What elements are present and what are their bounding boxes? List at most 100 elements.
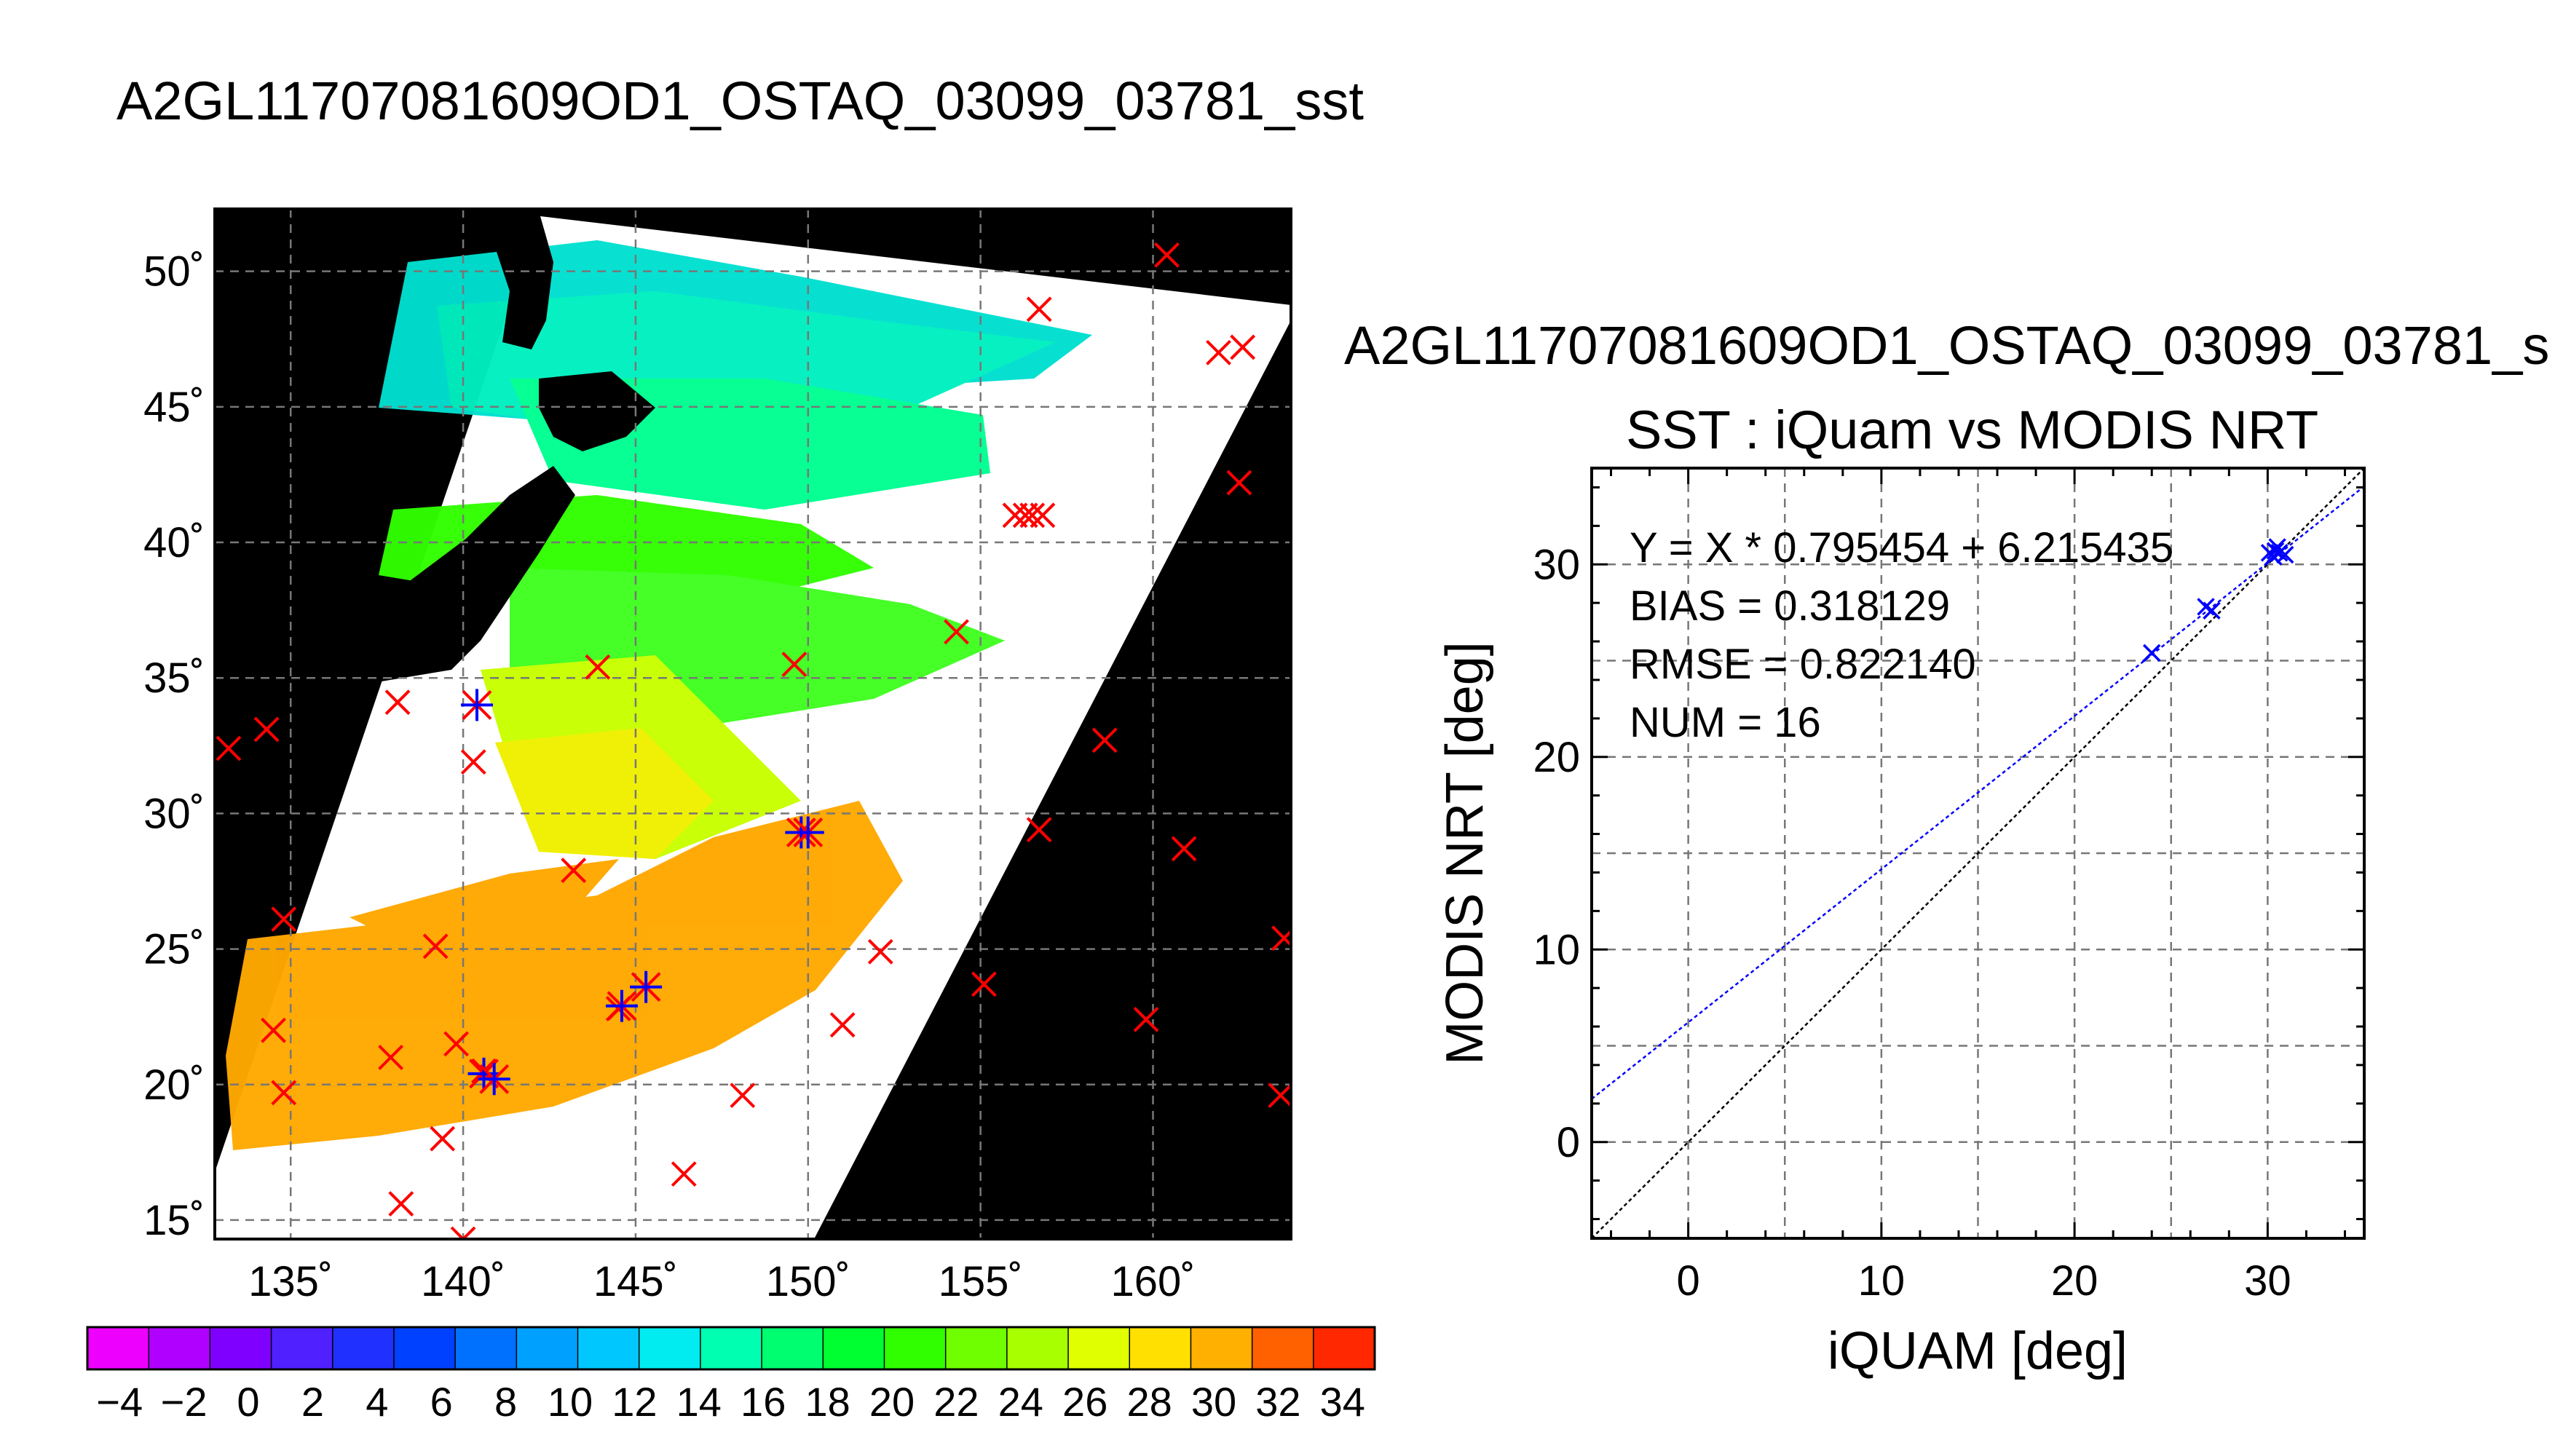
kyushu-land <box>309 648 350 699</box>
regression-line <box>1592 485 2364 1100</box>
map-red-marker <box>1133 1006 1159 1032</box>
map-red-marker <box>384 689 411 716</box>
colorbar-tick-label: 12 <box>612 1379 657 1425</box>
scatter-y-axis-label: MODIS NRT [deg] <box>1436 641 1494 1065</box>
map-red-marker <box>1268 1083 1291 1109</box>
map-red-marker <box>1230 334 1256 360</box>
colorbar-tick-label: 0 <box>237 1379 259 1425</box>
map-lon-tick-labels: 135˚ 140˚ 145˚ 150˚ 155˚ 160˚ <box>248 1258 1195 1305</box>
map-red-marker <box>1206 339 1231 365</box>
sst-field <box>226 240 1092 1150</box>
map-lat-tick-label: 20˚ <box>143 1061 205 1109</box>
map-red-marker <box>388 1191 414 1217</box>
colorbar-cell <box>455 1327 517 1369</box>
scatter-point <box>2203 601 2221 620</box>
sst-field-warm-north <box>350 859 619 946</box>
map-blue-matchups <box>461 689 824 1096</box>
sst-field-yellow <box>495 728 714 859</box>
colorbar-tick-label: 16 <box>741 1379 786 1425</box>
map-blue-marker <box>630 970 663 1003</box>
colorbar-cell <box>884 1327 947 1369</box>
map-red-marker <box>271 1080 297 1106</box>
colorbar-tick-label: 26 <box>1062 1379 1107 1425</box>
map-red-marker <box>216 735 242 761</box>
scatter-point <box>2270 544 2289 562</box>
map-lat-tick-label: 40˚ <box>143 519 205 566</box>
stats-equation: Y = X * 0.795454 + 6.215435 <box>1630 524 2173 571</box>
map-lat-tick-label: 50˚ <box>143 248 205 296</box>
colorbar-cell <box>639 1327 701 1369</box>
map-red-marker <box>1019 502 1046 529</box>
colorbar-tick-label: −2 <box>161 1379 208 1425</box>
map-lat-tick-labels: 15˚ 20˚ 25˚ 30˚ 35˚ 40˚ 45˚ 50˚ <box>143 248 205 1244</box>
map-lat-tick-label: 30˚ <box>143 790 205 837</box>
map-red-marker <box>1226 470 1252 496</box>
colorbar-cell <box>945 1327 1008 1369</box>
colorbar-tick-label: 28 <box>1126 1379 1172 1425</box>
map-red-marker <box>944 619 969 645</box>
colorbar-cell <box>149 1327 210 1369</box>
scatter-point <box>2268 538 2286 556</box>
map-lat-tick-label: 25˚ <box>143 926 205 973</box>
colorbar-cell <box>271 1327 333 1369</box>
colorbar-cell <box>393 1327 456 1369</box>
scatter-x-tick-labels: 0 10 20 30 <box>1676 1257 2291 1305</box>
colorbar-tick-label: 20 <box>869 1379 915 1425</box>
colorbar-tick-label: 34 <box>1320 1379 1365 1425</box>
map-red-marker <box>422 933 449 960</box>
map-red-marker <box>561 858 587 883</box>
colorbar-tick-label: 8 <box>494 1379 517 1425</box>
colorbar-tick-label: 10 <box>548 1379 593 1425</box>
scatter-y-tick-labels: 0 10 20 30 <box>1533 541 1580 1166</box>
colorbar-tick-label: 14 <box>676 1379 722 1425</box>
stats-num: NUM = 16 <box>1630 699 1821 746</box>
colorbar-frame <box>86 1326 1376 1371</box>
colorbar-cell <box>332 1327 395 1369</box>
scatter-x-tick-label: 0 <box>1676 1257 1699 1305</box>
stats-rmse: RMSE = 0.822140 <box>1630 641 1976 688</box>
map-lat-tick-label: 35˚ <box>143 654 205 702</box>
map-red-marker <box>378 1045 404 1070</box>
colorbar-tick-label: 22 <box>933 1379 979 1425</box>
colorbar-cell <box>577 1327 640 1369</box>
map-red-marker <box>829 1012 856 1038</box>
map-lon-tick-label: 140˚ <box>421 1258 505 1305</box>
scatter-stats: Y = X * 0.795454 + 6.215435 BIAS = 0.318… <box>1630 524 2173 746</box>
map-red-marker <box>430 1125 456 1152</box>
map-red-marker <box>671 1161 697 1187</box>
sst-map: 15˚ 20˚ 25˚ 30˚ 35˚ 40˚ 45˚ 50˚ 135˚ 140˚ 145˚ 150… <box>143 207 1292 1305</box>
map-blue-marker <box>478 1063 510 1096</box>
scatter-y-tick-label: 10 <box>1533 926 1580 973</box>
colorbar-tick-label: 32 <box>1255 1379 1300 1425</box>
map-title: A2GL11707081609OD1_OSTAQ_03099_03781_sst <box>117 71 1364 131</box>
map-red-marker <box>867 938 893 965</box>
scatter-title: A2GL11707081609OD1_OSTAQ_03099_03781_s <box>1344 315 2550 376</box>
honshu-land <box>335 466 575 684</box>
map-lon-tick-label: 145˚ <box>593 1258 678 1305</box>
map-blue-marker <box>605 989 638 1022</box>
map-lon-tick-label: 135˚ <box>248 1258 333 1305</box>
scatter-plot: 0 10 20 30 0 10 20 30 iQUAM [deg] MODIS NRT [d… <box>1436 467 2366 1380</box>
colorbar-cell <box>1006 1327 1069 1369</box>
scatter-frame <box>1590 467 2366 1240</box>
scatter-subtitle: SST : iQuam vs MODIS NRT <box>1626 400 2319 460</box>
colorbar-cell <box>87 1327 149 1369</box>
scatter-points <box>2142 538 2294 662</box>
colorbar-tick-label: 30 <box>1191 1379 1236 1425</box>
map-lon-tick-label: 150˚ <box>766 1258 850 1305</box>
colorbar-tick-labels: −4 −2 0 2 4 6 8 10 12 14 16 18 20 22 24 26 28 30 32 34 <box>96 1379 1365 1425</box>
land <box>309 216 655 699</box>
colorbar-cell <box>516 1327 579 1369</box>
colorbar-tick-label: 6 <box>430 1379 453 1425</box>
colorbar-cell <box>1190 1327 1253 1369</box>
map-red-marker <box>781 652 807 677</box>
colorbar-tick-label: 4 <box>366 1379 388 1425</box>
map-red-marker <box>971 971 997 997</box>
map-lon-tick-label: 160˚ <box>1110 1258 1195 1305</box>
scatter-x-tick-label: 10 <box>1858 1257 1906 1305</box>
colorbar-tick-label: 2 <box>301 1379 324 1425</box>
map-red-marker <box>1030 502 1056 529</box>
map-lat-tick-label: 15˚ <box>143 1197 205 1244</box>
scatter-point <box>2266 542 2285 560</box>
